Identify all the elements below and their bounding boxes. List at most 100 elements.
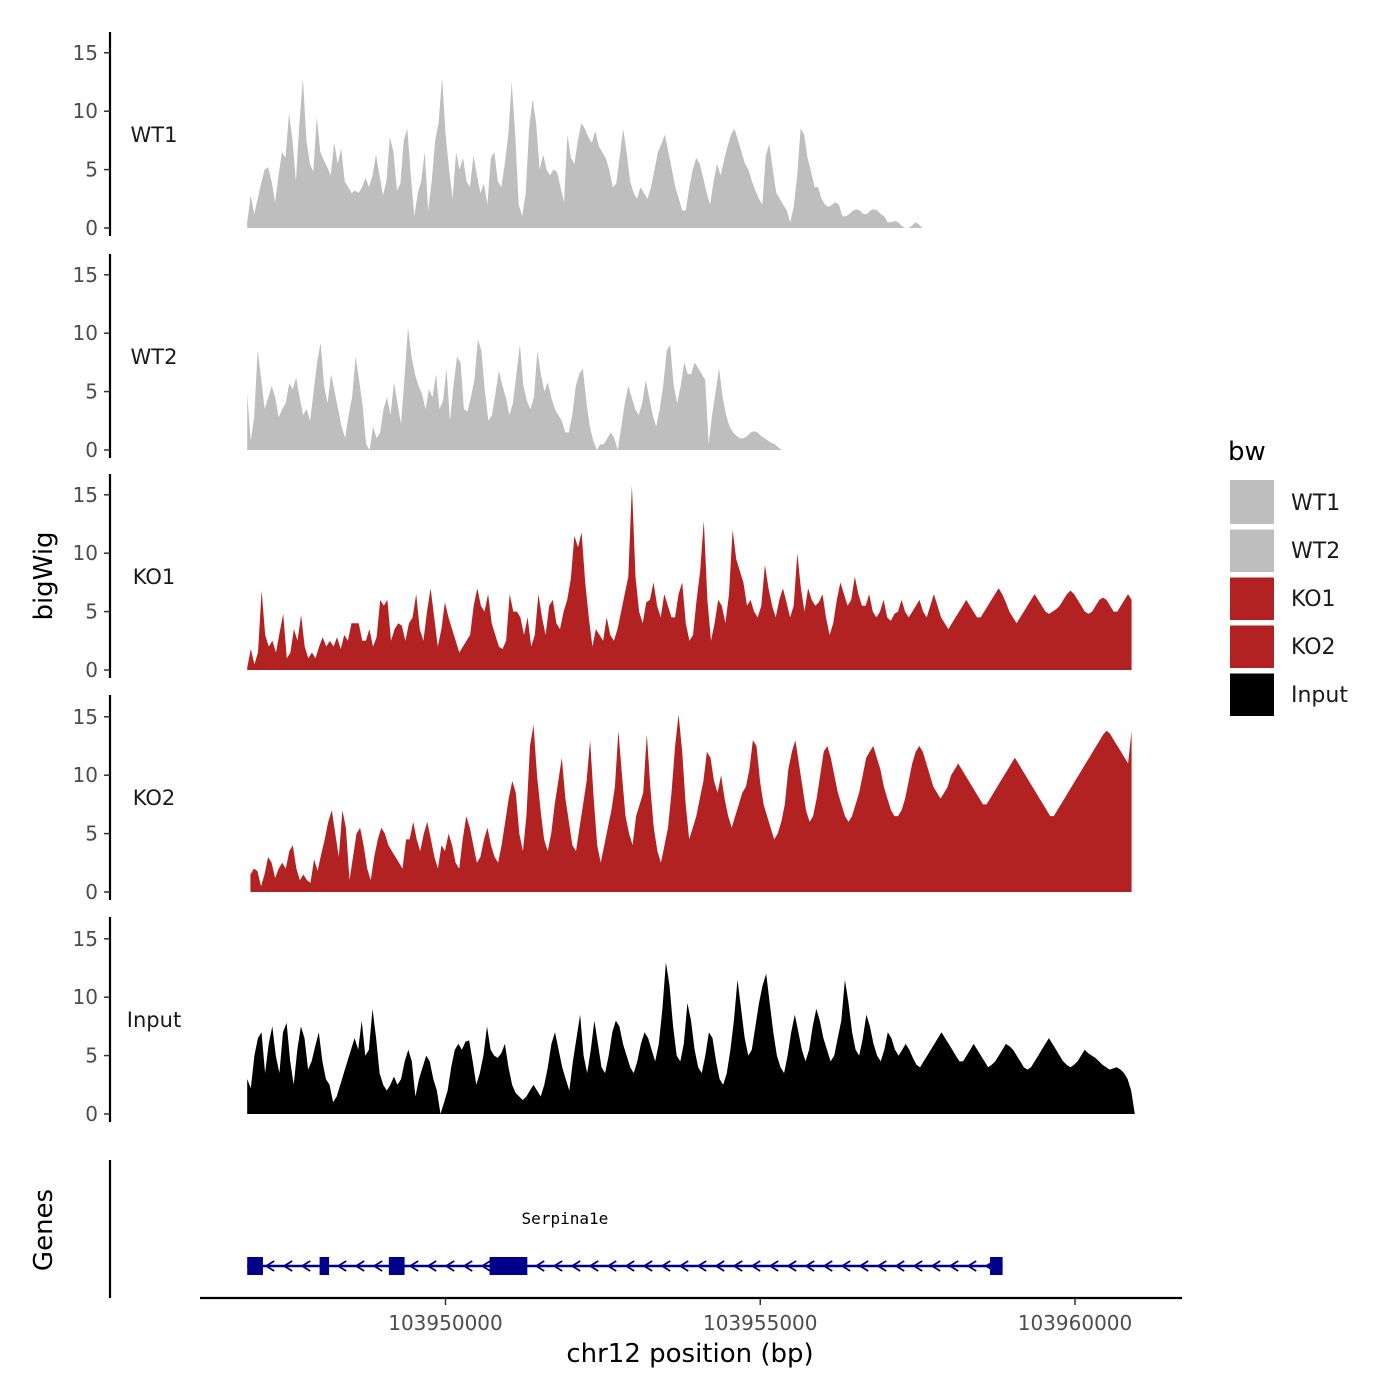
strand-arrow bbox=[642, 1260, 653, 1272]
x-tick-label: 103950000 bbox=[388, 1311, 503, 1335]
strand-arrow bbox=[696, 1260, 707, 1272]
tracks-group: 0 5 10 15 WT1 0 5 10 15 WT2 0 5 10 15 KO1 0 5 10 15 KO2 0 5 10… bbox=[73, 32, 1135, 1126]
legend-label-input: Input bbox=[1291, 683, 1348, 708]
track-ko2: 0 5 10 15 KO2 bbox=[73, 695, 1132, 904]
strand-arrow bbox=[966, 1260, 977, 1272]
legend-label-wt2: WT2 bbox=[1291, 539, 1340, 564]
track-wt1: 0 5 10 15 WT1 bbox=[73, 32, 1135, 240]
legend-label-ko1: KO1 bbox=[1291, 587, 1336, 612]
strand-arrow bbox=[408, 1260, 419, 1272]
strand-arrow bbox=[336, 1260, 347, 1272]
strand-arrow bbox=[678, 1260, 689, 1272]
strand-arrow bbox=[732, 1260, 743, 1272]
strand-arrow bbox=[660, 1260, 671, 1272]
legend: bw WT1 WT2 KO1 KO2 Input bbox=[1228, 437, 1348, 716]
strand-arrow bbox=[948, 1260, 959, 1272]
strand-arrow bbox=[912, 1260, 923, 1272]
track-label: WT2 bbox=[131, 345, 178, 369]
genes-axis-title: Genes bbox=[29, 1189, 59, 1271]
gene-exon bbox=[388, 1257, 405, 1275]
x-axis-title: chr12 position (bp) bbox=[566, 1339, 813, 1369]
strand-arrow bbox=[750, 1260, 761, 1272]
x-tick-label: 103955000 bbox=[703, 1311, 818, 1335]
x-tick-label: 103960000 bbox=[1018, 1311, 1133, 1335]
y-tick-label: 0 bbox=[85, 216, 98, 240]
strand-arrow bbox=[534, 1260, 545, 1272]
legend-swatch-wt2 bbox=[1230, 528, 1274, 572]
y-tick-label: 10 bbox=[73, 763, 98, 787]
y-tick-label: 5 bbox=[85, 600, 98, 624]
strand-arrow bbox=[822, 1260, 833, 1272]
legend-title: bw bbox=[1228, 437, 1266, 467]
strand-arrow bbox=[552, 1260, 563, 1272]
y-tick-label: 0 bbox=[85, 438, 98, 462]
y-tick-label: 15 bbox=[73, 41, 98, 65]
coverage-area-input bbox=[247, 962, 1135, 1114]
strand-arrow bbox=[858, 1260, 869, 1272]
coverage-area-wt1 bbox=[247, 77, 1135, 228]
gene-exon bbox=[319, 1257, 330, 1275]
x-axis: 103950000 103955000 103960000 bbox=[200, 1296, 1182, 1335]
strand-arrow bbox=[804, 1260, 815, 1272]
strand-arrow bbox=[714, 1260, 725, 1272]
track-wt2: 0 5 10 15 WT2 bbox=[73, 254, 1132, 462]
strand-arrow bbox=[588, 1260, 599, 1272]
y-tick-label: 5 bbox=[85, 1044, 98, 1068]
y-tick-label: 10 bbox=[73, 321, 98, 345]
track-label: KO2 bbox=[133, 786, 176, 810]
strand-arrow bbox=[480, 1260, 491, 1272]
track-ko1: 0 5 10 15 KO1 bbox=[73, 474, 1132, 682]
strand-arrow bbox=[444, 1260, 455, 1272]
gene-exon bbox=[247, 1257, 263, 1275]
strand-arrow bbox=[372, 1260, 383, 1272]
genes-panel: Serpina1e bbox=[108, 1160, 1003, 1298]
legend-label-ko2: KO2 bbox=[1291, 635, 1336, 660]
strand-arrow bbox=[876, 1260, 887, 1272]
y-tick-label: 15 bbox=[73, 483, 98, 507]
strand-arrow bbox=[426, 1260, 437, 1272]
strand-arrow bbox=[768, 1260, 779, 1272]
track-label: KO1 bbox=[133, 565, 176, 589]
strand-arrow bbox=[894, 1260, 905, 1272]
legend-swatch-wt1 bbox=[1230, 480, 1274, 524]
legend-swatch-ko2 bbox=[1230, 624, 1274, 668]
y-tick-label: 5 bbox=[85, 822, 98, 846]
y-tick-label: 10 bbox=[73, 541, 98, 565]
y-tick-label: 15 bbox=[73, 705, 98, 729]
gene-exon bbox=[990, 1257, 1003, 1275]
strand-arrow bbox=[264, 1260, 275, 1272]
legend-swatch-input bbox=[1230, 672, 1274, 716]
y-tick-label: 5 bbox=[85, 380, 98, 404]
strand-arrow bbox=[606, 1260, 617, 1272]
strand-arrow bbox=[570, 1260, 581, 1272]
track-label: Input bbox=[127, 1008, 181, 1032]
coverage-area-ko2 bbox=[250, 714, 1132, 892]
coverage-area-ko1 bbox=[247, 485, 1132, 670]
gene-name-label: Serpina1e bbox=[522, 1209, 609, 1228]
y-tick-label: 0 bbox=[85, 658, 98, 682]
track-label: WT1 bbox=[131, 123, 178, 147]
gene-exon bbox=[489, 1257, 528, 1275]
y-tick-label: 15 bbox=[73, 927, 98, 951]
y-tick-label: 5 bbox=[85, 158, 98, 182]
y-tick-label: 0 bbox=[85, 1102, 98, 1126]
legend-swatch-ko1 bbox=[1230, 576, 1274, 620]
strand-arrow bbox=[354, 1260, 365, 1272]
strand-arrow bbox=[462, 1260, 473, 1272]
strand-arrow bbox=[300, 1260, 311, 1272]
legend-label-wt1: WT1 bbox=[1291, 491, 1340, 516]
y-tick-label: 10 bbox=[73, 985, 98, 1009]
y-tick-label: 0 bbox=[85, 880, 98, 904]
strand-arrow bbox=[786, 1260, 797, 1272]
strand-arrow bbox=[624, 1260, 635, 1272]
track-input: 0 5 10 15 Input bbox=[73, 917, 1135, 1126]
y-tick-label: 10 bbox=[73, 99, 98, 123]
strand-arrow bbox=[930, 1260, 941, 1272]
strand-arrow bbox=[282, 1260, 293, 1272]
y-tick-label: 15 bbox=[73, 263, 98, 287]
strand-arrow bbox=[840, 1260, 851, 1272]
gene-model: Serpina1e bbox=[247, 1209, 1003, 1275]
y-axis-title: bigWig bbox=[29, 531, 59, 620]
